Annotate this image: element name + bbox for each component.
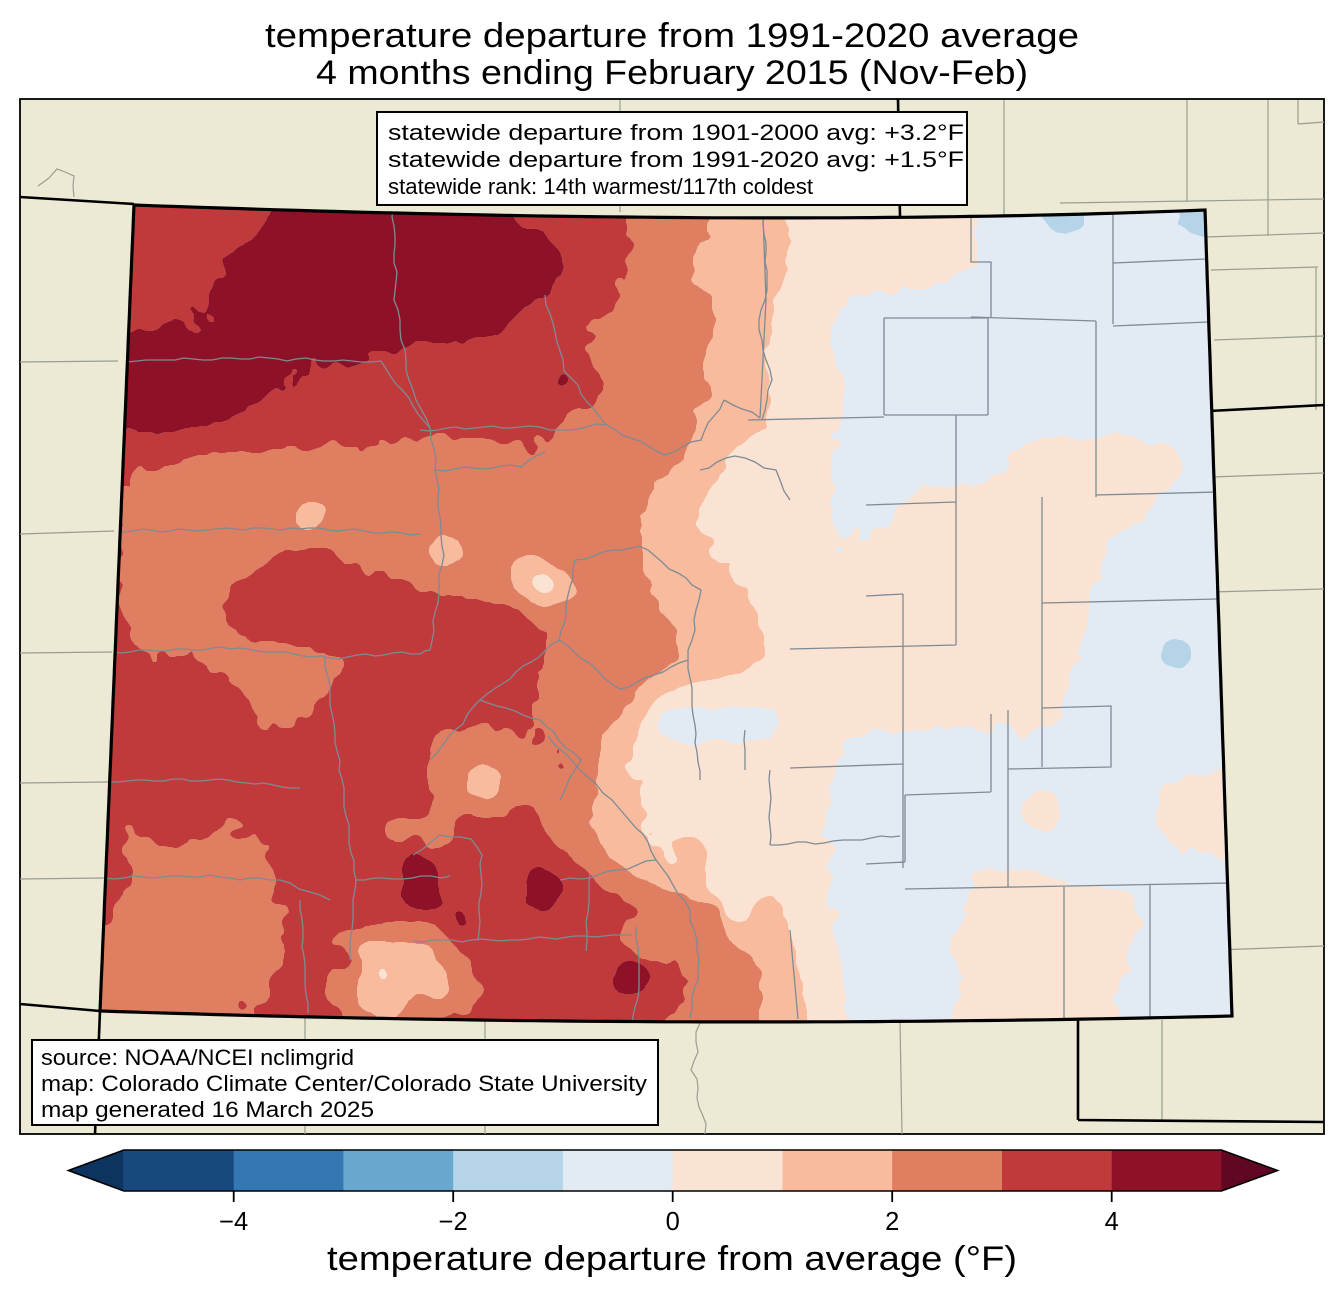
svg-text:4: 4: [1105, 1208, 1119, 1236]
svg-text:statewide departure from 1901-: statewide departure from 1901-2000 avg: …: [388, 120, 964, 145]
svg-text:statewide departure from 1991-: statewide departure from 1991-2020 avg: …: [388, 147, 964, 172]
svg-text:−4: −4: [219, 1208, 248, 1236]
svg-text:4 months ending February 2015: 4 months ending February 2015 (Nov-Feb): [316, 54, 1028, 92]
svg-text:−2: −2: [439, 1208, 468, 1236]
svg-text:temperature departure from ave: temperature departure from average (°F): [327, 1240, 1017, 1278]
svg-text:map: Colorado Climate Center/C: map: Colorado Climate Center/Colorado St…: [41, 1071, 647, 1096]
svg-text:temperature departure from 199: temperature departure from 1991-2020 ave…: [265, 17, 1079, 55]
svg-text:statewide rank: 14th warmest/1: statewide rank: 14th warmest/117th colde…: [388, 174, 813, 199]
svg-text:0: 0: [666, 1208, 680, 1236]
svg-text:source: NOAA/NCEI nclimgrid: source: NOAA/NCEI nclimgrid: [41, 1045, 354, 1070]
svg-text:map generated 16 March 2025: map generated 16 March 2025: [41, 1097, 374, 1122]
svg-text:2: 2: [885, 1208, 899, 1236]
